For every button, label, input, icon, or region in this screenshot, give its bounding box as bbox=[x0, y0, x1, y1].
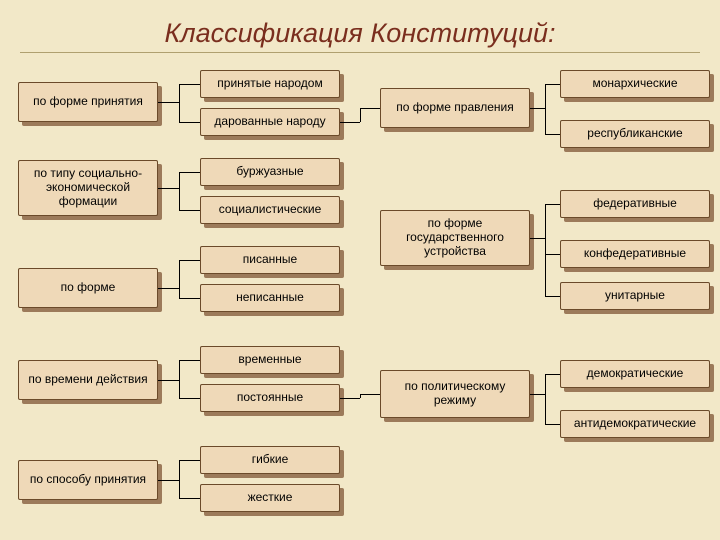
connector bbox=[179, 460, 200, 461]
node-o3: федеративные bbox=[560, 190, 710, 218]
connector bbox=[530, 238, 545, 239]
connector bbox=[179, 380, 180, 398]
connector bbox=[545, 254, 560, 255]
connector bbox=[530, 394, 545, 395]
node-o1: монархические bbox=[560, 70, 710, 98]
node-c1: по форме принятия bbox=[18, 82, 158, 122]
node-o7: антидемократические bbox=[560, 410, 710, 438]
connector bbox=[545, 204, 546, 238]
connector bbox=[545, 238, 546, 296]
connector bbox=[179, 102, 180, 122]
node-o4: конфедеративные bbox=[560, 240, 710, 268]
connector bbox=[545, 394, 546, 424]
connector bbox=[158, 102, 179, 103]
title-underline bbox=[20, 52, 700, 53]
node-m9: гибкие bbox=[200, 446, 340, 474]
connector bbox=[179, 288, 180, 298]
node-c5: по способу принятия bbox=[18, 460, 158, 500]
connector bbox=[158, 380, 179, 381]
node-r1: по форме правления bbox=[380, 88, 530, 128]
node-m4: социалистические bbox=[200, 196, 340, 224]
connector bbox=[179, 260, 180, 288]
connector bbox=[179, 122, 200, 123]
connector bbox=[545, 108, 546, 134]
connector bbox=[179, 460, 180, 480]
node-m2: дарованные народу bbox=[200, 108, 340, 136]
connector bbox=[340, 398, 360, 399]
connector bbox=[545, 296, 560, 297]
connector bbox=[545, 374, 546, 394]
connector bbox=[158, 288, 179, 289]
node-m5: писанные bbox=[200, 246, 340, 274]
connector bbox=[179, 84, 180, 102]
connector bbox=[360, 108, 380, 109]
connector bbox=[545, 424, 560, 425]
connector bbox=[360, 108, 361, 122]
node-c4: по времени действия bbox=[18, 360, 158, 400]
node-m7: временные bbox=[200, 346, 340, 374]
connector bbox=[179, 210, 200, 211]
node-m10: жесткие bbox=[200, 484, 340, 512]
node-r2: по форме государственного устройства bbox=[380, 210, 530, 266]
connector bbox=[545, 84, 560, 85]
connector bbox=[179, 498, 200, 499]
node-r3: по политическому режиму bbox=[380, 370, 530, 418]
connector bbox=[179, 398, 200, 399]
connector bbox=[179, 480, 180, 498]
page-title: Классификация Конституций: bbox=[0, 18, 720, 49]
node-c3: по форме bbox=[18, 268, 158, 308]
connector bbox=[545, 84, 546, 108]
connector bbox=[545, 134, 560, 135]
node-m6: неписанные bbox=[200, 284, 340, 312]
connector bbox=[179, 298, 200, 299]
connector bbox=[340, 122, 360, 123]
connector bbox=[179, 360, 180, 380]
node-m1: принятые народом bbox=[200, 70, 340, 98]
connector bbox=[545, 374, 560, 375]
connector bbox=[158, 188, 179, 189]
connector bbox=[179, 260, 200, 261]
connector bbox=[179, 188, 180, 210]
connector bbox=[179, 84, 200, 85]
connector bbox=[545, 204, 560, 205]
connector bbox=[360, 394, 380, 395]
node-m3: буржуазные bbox=[200, 158, 340, 186]
node-o5: унитарные bbox=[560, 282, 710, 310]
connector bbox=[179, 172, 200, 173]
node-o6: демократические bbox=[560, 360, 710, 388]
node-c2: по типу социально-экономической формации bbox=[18, 160, 158, 216]
connector bbox=[530, 108, 545, 109]
connector bbox=[179, 172, 180, 188]
node-o2: республиканские bbox=[560, 120, 710, 148]
node-m8: постоянные bbox=[200, 384, 340, 412]
connector bbox=[158, 480, 179, 481]
connector bbox=[179, 360, 200, 361]
